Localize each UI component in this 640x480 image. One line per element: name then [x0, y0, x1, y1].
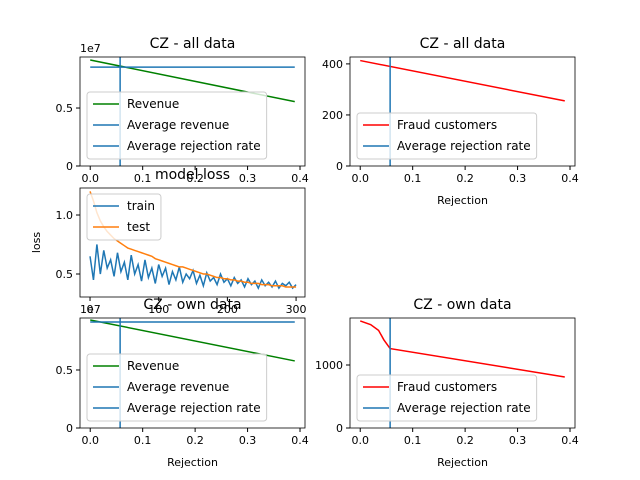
axes-frame — [349, 56, 576, 167]
x-tick-label: 0.1 — [404, 172, 422, 185]
legend-label: Average rejection rate — [397, 139, 531, 153]
axes-frame — [79, 317, 306, 429]
x-tick-label: 0.3 — [509, 172, 527, 185]
x-tick-label: 0.2 — [186, 172, 204, 185]
x-tick-label: 0.0 — [81, 434, 99, 447]
legend-label: Revenue — [127, 97, 179, 111]
subplot: CZ - own data Rejection 0.0 0.1 0.2 0.3 0.4 0 10… — [315, 297, 579, 469]
legend-label: Average revenue — [127, 380, 229, 394]
x-tick-label: 0.2 — [456, 172, 474, 185]
axes-frame — [79, 187, 306, 298]
series-line — [89, 244, 297, 290]
legend-label: Average revenue — [127, 118, 229, 132]
x-tick-label: 0.0 — [351, 434, 369, 447]
y-tick-label: 0 — [66, 422, 73, 435]
subplot-title: CZ - all data — [420, 36, 506, 52]
subplot-title: CZ - own data — [143, 297, 241, 313]
x-tick-label: 0.4 — [291, 172, 309, 185]
subplot: model loss loss 0 100 200 300 0.5 1.0 train test — [30, 167, 307, 316]
legend-label: Fraud customers — [397, 118, 497, 132]
x-tick-label: 0.1 — [134, 172, 152, 185]
x-tick-label: 300 — [286, 303, 307, 316]
x-tick-label: 0 — [87, 303, 94, 316]
y-tick-label: 1000 — [315, 359, 343, 372]
subplot: CZ - all data Rejection 0.0 0.1 0.2 0.3 0.4 0 20… — [322, 36, 579, 207]
x-axis-label: Rejection — [437, 194, 488, 207]
subplot-title: CZ - all data — [150, 36, 236, 52]
legend-label: Average rejection rate — [397, 401, 531, 415]
subplot-title: CZ - own data — [413, 297, 511, 313]
x-tick-label: 0.3 — [239, 172, 257, 185]
y-tick-label: 0.5 — [56, 364, 74, 377]
y-tick-label: 0.5 — [56, 268, 74, 281]
x-tick-label: 100 — [148, 303, 169, 316]
legend: Fraud customers Average rejection rate — [356, 374, 538, 422]
y-axis-label: loss — [30, 232, 43, 254]
y-tick-label: 1.0 — [56, 209, 74, 222]
x-tick-label: 0.1 — [404, 434, 422, 447]
legend-label: train — [127, 199, 155, 213]
legend-label: Average rejection rate — [127, 139, 261, 153]
legend-box — [86, 353, 268, 422]
y-tick-label: 0 — [66, 160, 73, 173]
x-tick-label: 200 — [217, 303, 238, 316]
y-tick-label: 200 — [322, 109, 343, 122]
x-tick-label: 0.4 — [561, 172, 579, 185]
x-tick-label: 0.4 — [561, 434, 579, 447]
legend-box — [86, 91, 268, 160]
series-line — [360, 59, 565, 102]
x-tick-label: 0.0 — [351, 172, 369, 185]
legend: Fraud customers Average rejection rate — [356, 112, 538, 160]
legend-label: Average rejection rate — [127, 401, 261, 415]
legend: train test — [86, 193, 162, 241]
legend: Revenue Average revenue Average rejection … — [86, 91, 268, 160]
legend-box — [356, 112, 538, 160]
subplot: CZ - all data 1e7 0.0 0.1 0.2 0.3 0.4 0 0.5 Reven… — [56, 36, 309, 185]
y-offset-label: 1e7 — [80, 303, 101, 316]
x-tick-label: 0.3 — [239, 434, 257, 447]
y-tick-label: 400 — [322, 58, 343, 71]
x-axis-label: Rejection — [437, 456, 488, 469]
x-tick-label: 0.2 — [456, 434, 474, 447]
y-tick-label: 0 — [336, 422, 343, 435]
y-tick-label: 0 — [336, 160, 343, 173]
x-tick-label: 0.1 — [134, 434, 152, 447]
series-line — [89, 191, 297, 288]
legend-label: Fraud customers — [397, 380, 497, 394]
y-tick-label: 0.5 — [56, 102, 74, 115]
x-tick-label: 0.4 — [291, 434, 309, 447]
subplot: CZ - own data 1e7 Rejection 0.0 0.1 0.2 0.3 0.4… — [56, 297, 309, 469]
axes-frame — [349, 317, 576, 429]
x-tick-label: 0.0 — [81, 172, 99, 185]
legend-box — [356, 374, 538, 422]
x-axis-label: Rejection — [167, 456, 218, 469]
legend-label: test — [127, 220, 150, 234]
x-tick-label: 0.3 — [509, 434, 527, 447]
y-offset-label: 1e7 — [80, 42, 101, 55]
x-tick-label: 0.2 — [186, 434, 204, 447]
axes-frame — [79, 56, 306, 167]
series-line — [359, 320, 565, 378]
subplot-title: model loss — [155, 167, 230, 183]
legend-label: Revenue — [127, 359, 179, 373]
legend: Revenue Average revenue Average rejection … — [86, 353, 268, 422]
